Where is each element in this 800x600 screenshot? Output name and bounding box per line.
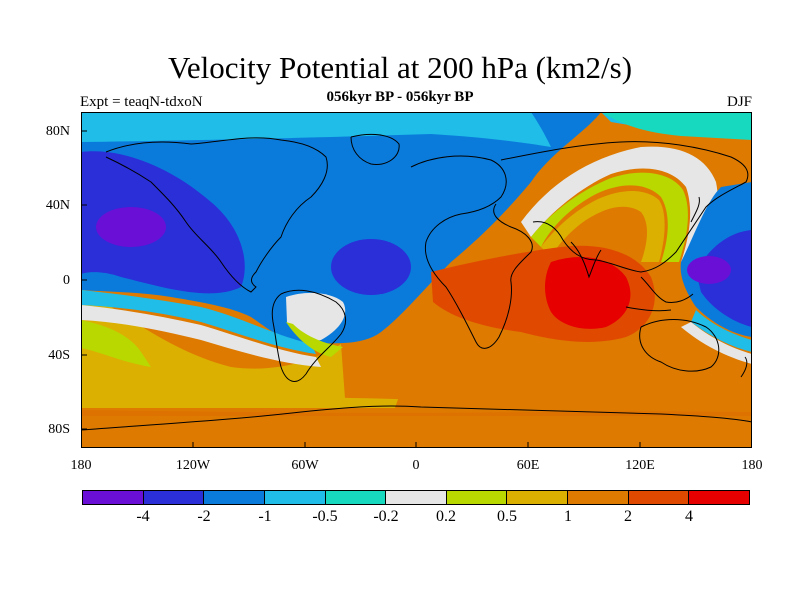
colorbar-cell — [325, 491, 387, 504]
lon-label-180e: 180 — [741, 458, 763, 473]
lon-label-60e: 60E — [516, 458, 540, 473]
colorbar-cell — [568, 491, 629, 504]
colorbar-label: 0.2 — [436, 508, 456, 525]
season-label: DJF — [726, 94, 752, 110]
colorbar-cell — [264, 491, 326, 504]
velocity-potential-map — [81, 112, 752, 448]
colorbar-label: 1 — [564, 508, 572, 525]
colorbar-cell — [446, 491, 508, 504]
plot-subtitle: 056kyr BP - 056kyr BP — [326, 89, 474, 105]
lon-label-60w: 60W — [291, 458, 319, 473]
colorbar-cell — [689, 491, 750, 504]
colorbar-cell — [628, 491, 690, 504]
lon-label-120w: 120W — [175, 458, 211, 473]
colorbar-label: 4 — [685, 508, 693, 525]
lat-label-80n: 80N — [45, 124, 70, 139]
colorbar-label: -0.5 — [312, 508, 338, 525]
colorbar-cell — [507, 491, 569, 504]
axis-ticks — [81, 130, 641, 448]
colorbar-label: -1 — [258, 508, 272, 525]
lat-label-0: 0 — [63, 273, 70, 288]
map-panel — [81, 112, 752, 448]
colorbar-label: 2 — [624, 508, 632, 525]
lat-label-80s: 80S — [48, 422, 70, 437]
colorbar-cell — [143, 491, 205, 504]
lat-label-40n: 40N — [45, 198, 70, 213]
colorbar-cell — [204, 491, 265, 504]
colorbar-cell — [83, 491, 144, 504]
lon-label-0: 0 — [412, 458, 420, 473]
experiment-label: Expt = teaqN-tdxoN — [80, 94, 203, 110]
lon-label-180w: 180 — [70, 458, 92, 473]
colorbar-label: -0.2 — [373, 508, 399, 525]
coastlines — [81, 133, 752, 431]
plot-title: Velocity Potential at 200 hPa (km2/s) — [167, 50, 633, 85]
lon-label-120e: 120E — [625, 458, 655, 473]
colorbar — [82, 490, 750, 505]
lat-label-40s: 40S — [48, 348, 70, 363]
colorbar-label: -4 — [136, 508, 150, 525]
colorbar-label: -2 — [197, 508, 211, 525]
contour-fill-layer — [81, 112, 752, 448]
colorbar-cell — [386, 491, 447, 504]
colorbar-label: 0.5 — [497, 508, 517, 525]
